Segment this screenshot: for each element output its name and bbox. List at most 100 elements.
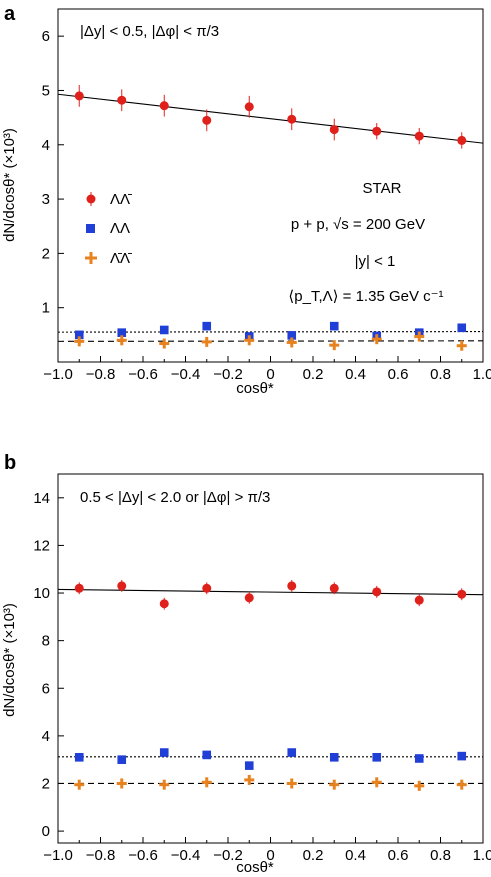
legend-label-antilambda-antilambda: Λ̄Λ̄ bbox=[110, 250, 132, 267]
panel-a-point-square bbox=[457, 323, 467, 333]
panel-b-x-tick-label: 0.8 bbox=[430, 847, 451, 864]
legend-label-lambda-antilambda: ΛΛ̄ bbox=[110, 191, 132, 208]
data-point-square bbox=[372, 752, 382, 762]
panel-a-point-cross bbox=[286, 337, 297, 348]
panel-b-point-circle bbox=[287, 579, 297, 592]
data-point-square bbox=[329, 321, 339, 331]
panel-a-point-cross bbox=[456, 340, 467, 351]
panel-a-point-square bbox=[287, 331, 297, 340]
panel-a-x-tick-label: −0.6 bbox=[128, 366, 158, 383]
legend-marker-circle bbox=[86, 192, 96, 206]
data-point-square bbox=[457, 323, 467, 333]
panel-a-point-circle bbox=[372, 123, 382, 140]
panel-b-point-circle bbox=[117, 579, 127, 592]
panel-b-point-circle bbox=[74, 582, 84, 595]
data-point-square bbox=[287, 331, 297, 340]
data-point-circle bbox=[329, 125, 339, 135]
data-point-square bbox=[202, 321, 212, 331]
panel-a-point-circle bbox=[202, 109, 212, 132]
panel-b-point-cross bbox=[116, 778, 127, 789]
panel-b-fit-solid bbox=[57, 588, 484, 596]
panel-b-point-square bbox=[329, 752, 339, 762]
panel-b-y-tick-label: 8 bbox=[42, 633, 50, 650]
data-point-circle bbox=[372, 587, 382, 597]
panel-b-point-circle bbox=[244, 591, 254, 604]
panel-a-point-cross bbox=[244, 335, 255, 346]
panel-a-point-square bbox=[202, 321, 212, 331]
panel-a-y-tick-label: 4 bbox=[42, 137, 50, 154]
data-point-square bbox=[74, 330, 84, 340]
panel-a-info-line-1: STAR bbox=[363, 180, 402, 197]
panel-a-point-circle bbox=[159, 94, 169, 117]
panel-b-point-square bbox=[202, 750, 212, 760]
data-point-circle bbox=[159, 101, 169, 111]
panel-a-plot-frame bbox=[57, 8, 484, 363]
data-point-circle bbox=[457, 135, 467, 145]
panel-a-point-square bbox=[74, 330, 84, 340]
panel-a-point-circle bbox=[457, 132, 467, 149]
data-point-circle bbox=[244, 593, 254, 603]
data-point-circle bbox=[202, 583, 212, 593]
data-point-circle bbox=[287, 581, 297, 591]
panel-b-point-square bbox=[287, 748, 297, 757]
panel-b-point-circle bbox=[414, 594, 424, 607]
data-point-square bbox=[117, 755, 127, 764]
panel-b-y-tick-label: 0 bbox=[42, 823, 50, 840]
data-point-square bbox=[329, 752, 339, 762]
panel-b-point-cross bbox=[244, 774, 255, 785]
panel-b-point-cross bbox=[201, 777, 212, 788]
panel-b-point-square bbox=[414, 754, 424, 763]
panel-a-legend: ΛΛ̄ ΛΛ Λ̄Λ̄ bbox=[85, 191, 132, 267]
panel-b-point-cross bbox=[456, 779, 467, 790]
panel-b-y-tick-label: 6 bbox=[42, 680, 50, 697]
data-point-circle bbox=[244, 102, 254, 112]
panel-a-x-tick-label: −0.2 bbox=[213, 366, 243, 383]
panel-a-point-cross bbox=[201, 336, 212, 347]
legend-marker-square bbox=[86, 224, 95, 233]
panel-a-fit-dashed bbox=[57, 340, 484, 342]
data-point-square bbox=[159, 325, 169, 335]
data-point-square bbox=[117, 328, 127, 337]
data-point-square bbox=[244, 761, 254, 770]
data-point-square bbox=[159, 748, 169, 757]
chart-marks: −1.0 −0.8 −0.6 −0.4 −0.2 0 0.2 0.4 0.6 0.8 1.01234… bbox=[33, 28, 491, 864]
panel-a-point-square bbox=[117, 328, 127, 337]
panel-b-x-tick-label: −0.4 bbox=[171, 847, 201, 864]
panel-a-point-cross bbox=[159, 338, 170, 349]
panel-a-y-tick-label: 2 bbox=[42, 245, 50, 262]
panel-b-annotation: 0.5 < |Δy| < 2.0 or |Δφ| > π/3 bbox=[80, 489, 270, 506]
panel-a-point-circle bbox=[117, 89, 127, 112]
panel-b-point-circle bbox=[159, 597, 169, 610]
panel-b-x-axis-label: cosθ* bbox=[236, 859, 274, 876]
panel-b-x-tick-label: −0.8 bbox=[86, 847, 116, 864]
panel-a-point-cross bbox=[371, 334, 382, 345]
panel-a-x-axis-label: cosθ* bbox=[236, 380, 274, 397]
panel-a-point-circle bbox=[244, 95, 254, 118]
data-point-circle bbox=[117, 581, 127, 591]
data-point-circle bbox=[372, 126, 382, 136]
legend-marker-cross bbox=[85, 252, 97, 264]
panel-b-x-tick-label: 0.4 bbox=[345, 847, 366, 864]
panel-a-y-tick-label: 3 bbox=[42, 191, 50, 208]
data-point-circle bbox=[202, 115, 212, 125]
panel-b-point-square bbox=[457, 751, 467, 761]
panel-a-x-tick-label: 0.6 bbox=[388, 366, 409, 383]
panel-a-point-cross bbox=[74, 336, 85, 347]
panel-a-fit-solid bbox=[57, 93, 484, 144]
panel-b-x-tick-label: −0.2 bbox=[213, 847, 243, 864]
panel-a-point-cross bbox=[414, 331, 425, 342]
panel-b-label: b bbox=[4, 452, 16, 474]
data-point-square bbox=[287, 748, 297, 757]
panel-b-y-tick-label: 10 bbox=[33, 585, 50, 602]
panel-a-annotation: |Δy| < 0.5, |Δφ| < π/3 bbox=[80, 23, 219, 40]
panel-b-x-tick-label: −0.6 bbox=[128, 847, 158, 864]
panel-b-y-tick-label: 12 bbox=[33, 537, 50, 554]
panel-b-point-square bbox=[244, 761, 254, 770]
data-point-square bbox=[457, 751, 467, 761]
panel-b-x-tick-label: 0.2 bbox=[303, 847, 324, 864]
panel-b: b 0.5 < |Δy| < 2.0 or |Δφ| > π/3 cosθ* d… bbox=[1, 452, 484, 876]
panel-a-x-tick-label: 0 bbox=[266, 366, 274, 383]
data-point-circle bbox=[414, 595, 424, 605]
data-point-square bbox=[74, 752, 84, 762]
panel-b-y-tick-label: 4 bbox=[42, 728, 50, 745]
